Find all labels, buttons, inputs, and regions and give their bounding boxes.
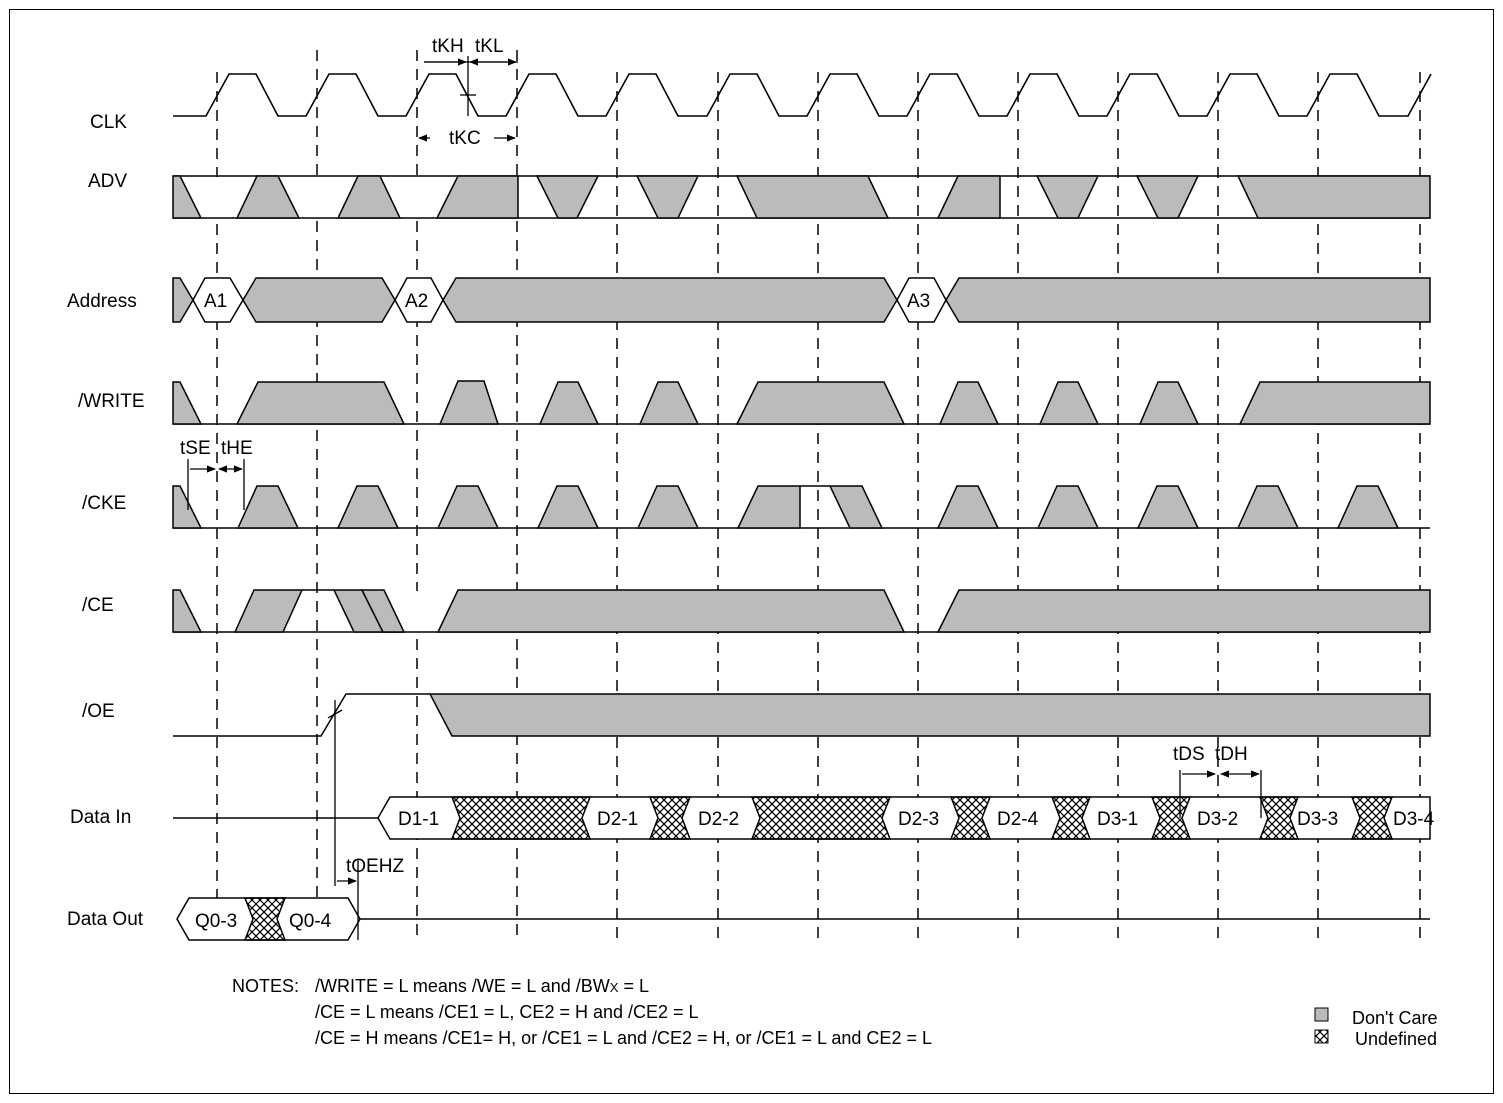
notes-prefix: NOTES: — [232, 976, 299, 996]
clk-label: CLK — [90, 112, 127, 133]
adv-waveform — [172, 175, 1431, 219]
notes-line-1a: /WRITE = L means /WE = L and /BW — [315, 976, 610, 996]
data-in-d3-4: D3-4 — [1393, 809, 1435, 830]
data-in-label: Data In — [70, 807, 131, 828]
cke-label: /CKE — [82, 493, 126, 514]
ce-label: /CE — [82, 595, 114, 616]
tse-label: tSE — [180, 438, 211, 459]
data-out-label: Data Out — [67, 909, 144, 930]
data-in-d2-4: D2-4 — [997, 809, 1039, 830]
data-in-d2-1: D2-1 — [597, 809, 638, 830]
clock-edge-guides — [216, 50, 1421, 940]
tkl-label: tKL — [475, 36, 504, 57]
data-out-q0-3: Q0-3 — [195, 911, 237, 932]
notes: NOTES: /WRITE = L means /WE = L and /BWX… — [232, 976, 932, 1048]
data-in-d2-3: D2-3 — [898, 809, 939, 830]
write-waveform — [172, 380, 1431, 425]
legend: Don't Care Undefined — [1314, 1007, 1437, 1049]
notes-line-1b: = L — [618, 976, 649, 996]
address-a1: A1 — [204, 291, 227, 312]
undefined-swatch — [1314, 1029, 1329, 1044]
write-label: /WRITE — [78, 391, 145, 412]
dont-care-swatch — [1314, 1007, 1329, 1022]
timing-labels: tKH tKL tKC tSE tHE tOEHZ tDS tDH — [180, 36, 1248, 877]
signal-labels: CLK ADV Address /WRITE /CKE /CE /OE Data… — [67, 112, 145, 930]
undefined-label: Undefined — [1355, 1029, 1437, 1049]
notes-line-1: /WRITE = L means /WE = L and /BWX = L — [315, 976, 649, 996]
oe-label: /OE — [82, 701, 115, 722]
data-in-d2-2: D2-2 — [698, 809, 739, 830]
the-label: tHE — [221, 438, 253, 459]
notes-line-2: /CE = L means /CE1 = L, CE2 = H and /CE2… — [315, 1002, 699, 1022]
data-in-d3-3: D3-3 — [1297, 809, 1338, 830]
ce-waveform — [172, 589, 1431, 633]
data-in-waveform: D1-1 D2-1 D2-2 D2-3 D2-4 D3-1 D3-2 D3-3 … — [173, 796, 1435, 840]
clk-waveform — [173, 73, 1432, 117]
address-label: Address — [67, 291, 137, 312]
tkc-label: tKC — [449, 128, 481, 149]
data-in-d3-1: D3-1 — [1097, 809, 1138, 830]
oe-waveform — [173, 693, 1431, 737]
adv-label: ADV — [88, 171, 127, 192]
address-a3: A3 — [907, 291, 930, 312]
dont-care-label: Don't Care — [1352, 1008, 1437, 1028]
tds-label: tDS — [1173, 744, 1205, 765]
timing-annotations — [187, 56, 1262, 940]
address-a2: A2 — [405, 291, 428, 312]
data-in-d3-2: D3-2 — [1197, 809, 1238, 830]
data-out-q0-4: Q0-4 — [289, 911, 332, 932]
cke-waveform — [172, 485, 1430, 529]
notes-line-3: /CE = H means /CE1= H, or /CE1 = L and /… — [315, 1028, 932, 1048]
diagram-frame — [9, 9, 1494, 1094]
notes-line-1-sub: X — [610, 980, 619, 995]
tkh-label: tKH — [432, 36, 464, 57]
data-in-d1-1: D1-1 — [398, 809, 439, 830]
data-out-waveform: Q0-3 Q0-4 — [176, 897, 1430, 941]
address-waveform: A1 A2 A3 — [172, 277, 1431, 323]
toehz-label: tOEHZ — [346, 856, 404, 877]
tdh-label: tDH — [1215, 744, 1248, 765]
